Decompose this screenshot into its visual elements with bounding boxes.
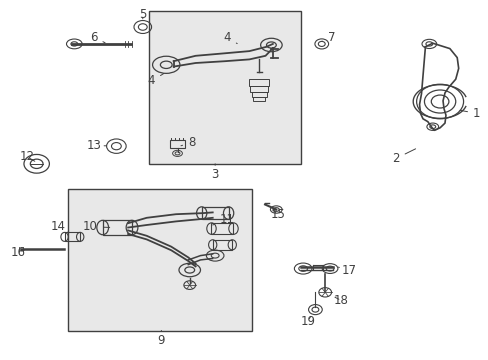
- Bar: [170, 140, 184, 148]
- Bar: [250, 86, 267, 91]
- Bar: [212, 240, 232, 250]
- Text: 11: 11: [212, 213, 234, 226]
- Text: 3: 3: [211, 164, 219, 181]
- Bar: [68, 189, 251, 331]
- Text: 17: 17: [338, 264, 356, 277]
- Bar: [249, 79, 268, 86]
- Text: 13: 13: [86, 139, 106, 152]
- Text: 2: 2: [391, 149, 415, 165]
- Text: 4: 4: [223, 31, 237, 44]
- Bar: [102, 220, 132, 235]
- Bar: [253, 97, 265, 101]
- Bar: [201, 207, 228, 220]
- Text: 10: 10: [83, 220, 109, 233]
- Text: 4: 4: [147, 73, 163, 87]
- Text: 15: 15: [270, 208, 285, 221]
- Text: 18: 18: [333, 294, 348, 307]
- Text: 14: 14: [50, 220, 68, 233]
- Bar: [251, 92, 266, 97]
- Text: 16: 16: [11, 246, 26, 258]
- Text: 1: 1: [459, 107, 480, 120]
- Bar: [64, 233, 80, 241]
- Bar: [211, 223, 233, 234]
- Bar: [149, 11, 300, 164]
- Text: 5: 5: [139, 8, 146, 21]
- Text: 6: 6: [90, 31, 105, 44]
- Text: 19: 19: [300, 315, 315, 328]
- Text: 9: 9: [157, 330, 165, 347]
- Text: 12: 12: [20, 150, 35, 163]
- Text: 7: 7: [321, 31, 335, 44]
- Text: 8: 8: [181, 136, 195, 149]
